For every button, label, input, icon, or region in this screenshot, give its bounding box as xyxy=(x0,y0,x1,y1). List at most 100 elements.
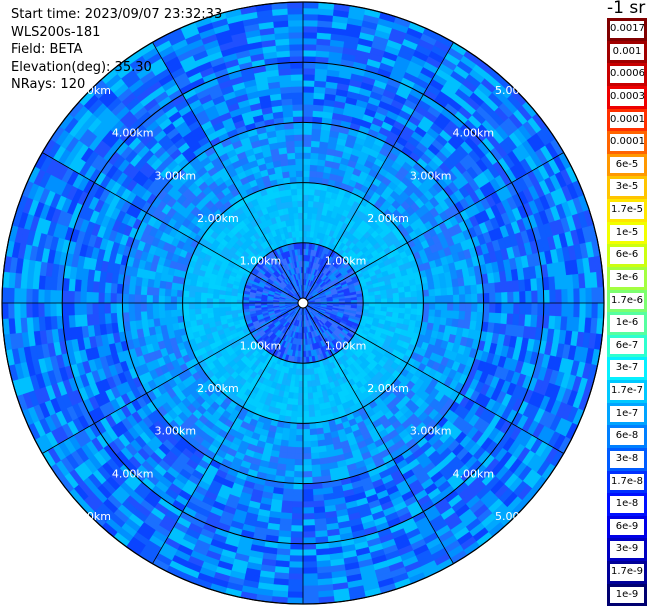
data-cell xyxy=(302,110,314,117)
data-cell xyxy=(313,403,321,412)
data-cell xyxy=(49,302,57,317)
data-cell xyxy=(392,292,400,299)
data-cell xyxy=(350,297,358,301)
data-cell xyxy=(310,146,320,154)
data-cell xyxy=(313,86,326,94)
data-cell xyxy=(302,555,317,563)
data-cell xyxy=(302,49,317,57)
data-cell xyxy=(86,291,93,304)
data-cell xyxy=(309,428,318,436)
data-cell xyxy=(314,74,328,82)
data-cell xyxy=(314,530,328,538)
data-cell xyxy=(471,293,478,304)
data-cell xyxy=(200,312,209,320)
data-cell xyxy=(410,308,418,316)
data-cell xyxy=(315,427,324,435)
data-cell xyxy=(292,483,304,490)
data-cell xyxy=(140,285,148,296)
data-cell xyxy=(302,194,309,202)
data-cell xyxy=(302,73,316,81)
data-cell xyxy=(302,206,309,214)
data-cell xyxy=(291,404,298,412)
data-cell xyxy=(307,386,313,394)
data-cell xyxy=(313,506,326,514)
data-cell xyxy=(302,37,318,45)
data-cell xyxy=(188,302,196,310)
data-cell xyxy=(302,501,314,508)
data-cell xyxy=(284,470,295,478)
data-cell xyxy=(296,410,304,418)
data-cell xyxy=(435,302,442,311)
data-cell xyxy=(398,302,406,309)
data-cell xyxy=(206,302,214,309)
data-cell xyxy=(433,281,441,290)
data-cell xyxy=(483,302,490,314)
data-cell xyxy=(292,495,304,502)
data-cell xyxy=(200,297,208,304)
data-cell xyxy=(158,302,165,311)
data-cell xyxy=(302,459,312,466)
data-cell xyxy=(206,297,214,304)
data-cell xyxy=(597,302,605,320)
data-cell xyxy=(285,464,295,472)
data-cell xyxy=(289,555,304,563)
data-cell xyxy=(298,380,304,388)
data-cell xyxy=(306,218,313,226)
data-cell xyxy=(308,188,316,196)
data-cell xyxy=(73,302,81,316)
data-cell xyxy=(311,470,322,478)
data-cell xyxy=(495,292,502,304)
data-cell xyxy=(489,302,496,314)
data-cell xyxy=(591,287,599,304)
data-cell xyxy=(92,291,99,304)
data-cell xyxy=(285,458,296,466)
data-cell xyxy=(543,289,551,304)
data-cell xyxy=(312,397,320,406)
data-cell xyxy=(293,380,300,388)
data-cell xyxy=(80,302,87,315)
data-cell xyxy=(416,308,424,316)
data-cell xyxy=(398,292,406,299)
data-cell xyxy=(312,110,324,118)
data-cell xyxy=(440,287,448,297)
data-cell xyxy=(116,292,123,304)
data-cell xyxy=(416,290,424,298)
data-cell xyxy=(302,561,318,569)
data-cell xyxy=(313,98,325,106)
data-cell xyxy=(1,302,9,320)
data-cell xyxy=(416,302,424,310)
data-cell xyxy=(302,422,310,430)
data-cell xyxy=(314,409,322,418)
data-cell xyxy=(281,494,294,502)
data-cell xyxy=(549,302,557,317)
data-cell xyxy=(313,512,326,520)
data-cell xyxy=(567,288,575,304)
data-cell xyxy=(362,302,370,307)
data-cell xyxy=(74,278,82,292)
data-cell xyxy=(561,288,569,304)
data-cell xyxy=(200,302,208,309)
data-cell xyxy=(410,290,418,298)
data-cell xyxy=(403,285,412,293)
data-cell xyxy=(310,458,321,466)
data-cell xyxy=(290,416,298,424)
data-cell xyxy=(248,305,256,309)
data-cell xyxy=(507,291,514,304)
data-cell xyxy=(459,302,466,312)
data-cell xyxy=(427,315,435,324)
data-cell xyxy=(314,68,328,76)
data-cell xyxy=(470,284,478,295)
data-cell xyxy=(171,315,179,324)
data-cell xyxy=(302,368,308,376)
data-cell xyxy=(537,290,545,304)
data-cell xyxy=(305,362,311,370)
data-cell xyxy=(302,356,307,364)
data-cell xyxy=(380,289,388,296)
data-cell xyxy=(98,313,106,325)
data-cell xyxy=(55,289,63,304)
data-cell xyxy=(25,302,33,318)
data-cell xyxy=(549,289,557,304)
data-cell xyxy=(392,297,400,304)
data-cell xyxy=(302,43,317,51)
data-cell xyxy=(67,290,75,304)
